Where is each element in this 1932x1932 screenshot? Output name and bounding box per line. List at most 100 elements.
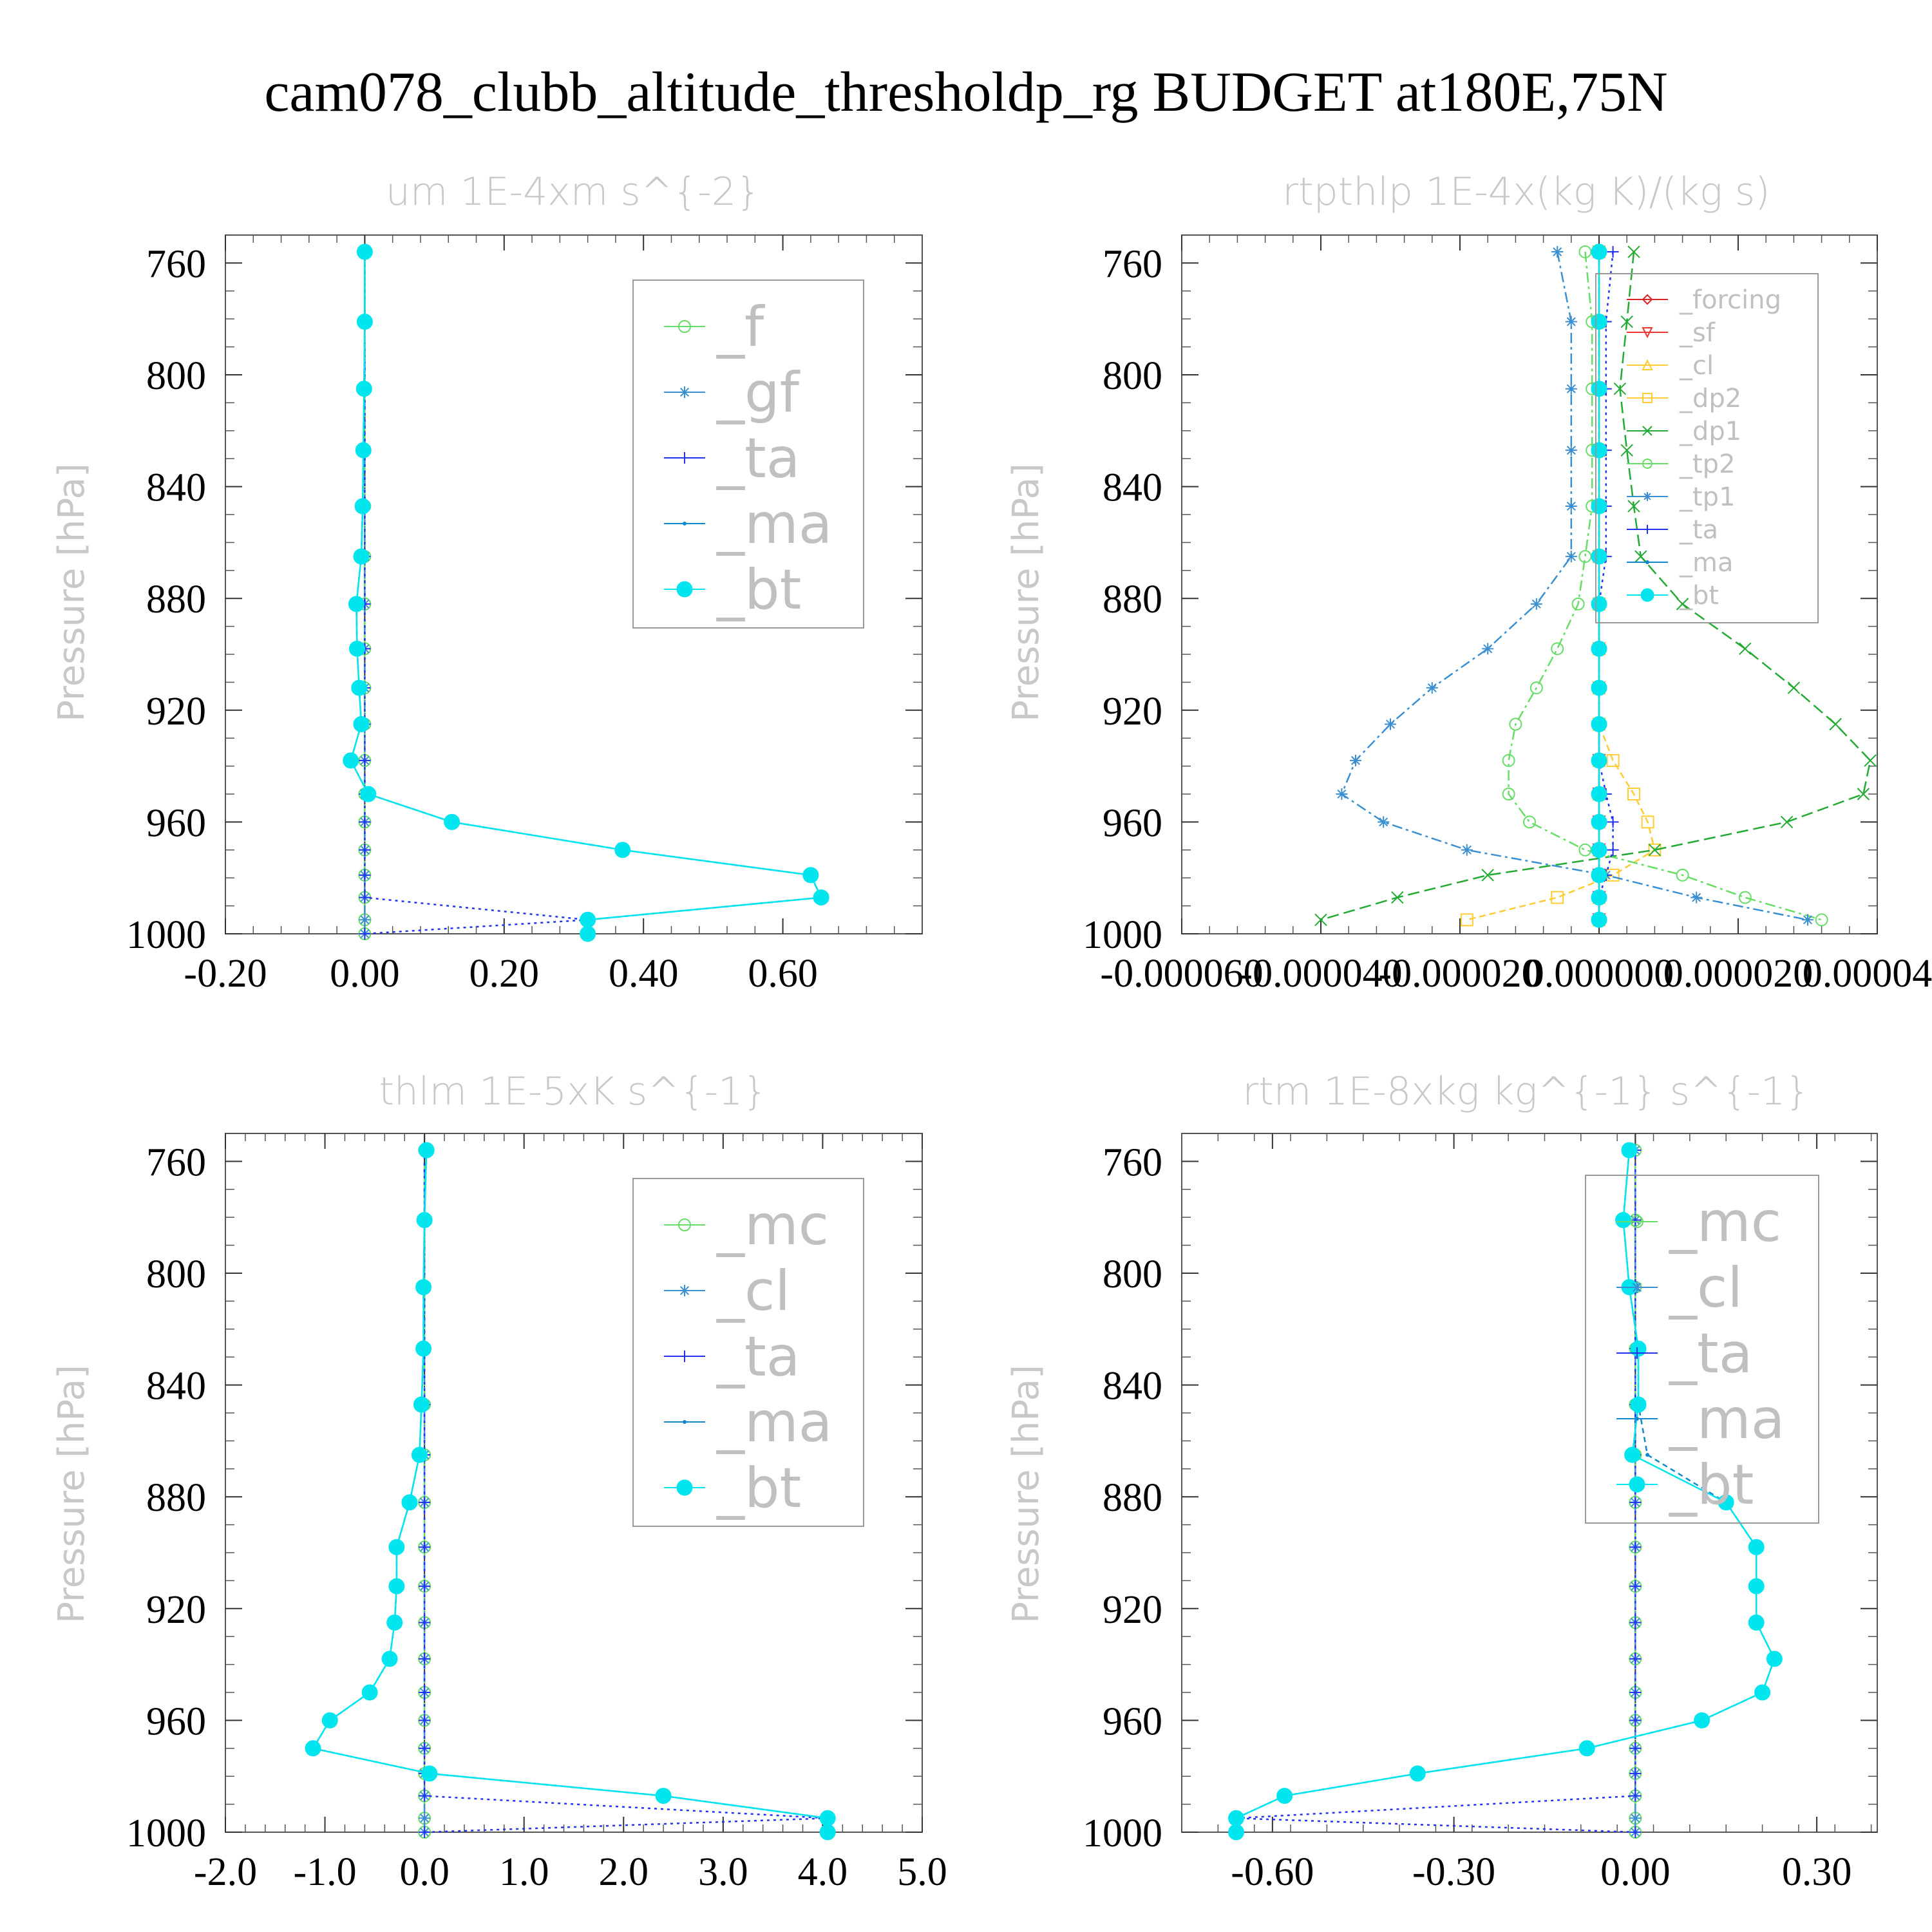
- data-point: [343, 752, 359, 769]
- y-tick-label: 760: [146, 242, 206, 286]
- legend-label: _cl: [1669, 1256, 1743, 1320]
- data-point: [419, 1687, 431, 1698]
- data-point: [1766, 1651, 1783, 1667]
- legend-marker: [1635, 1417, 1639, 1421]
- x-tick-label: 0.000000: [1524, 952, 1674, 996]
- y-tick-label: 960: [146, 801, 206, 845]
- data-point: [1676, 868, 1689, 882]
- data-point: [1551, 891, 1564, 904]
- data-point: [1629, 1714, 1642, 1727]
- data-point: [419, 1826, 431, 1838]
- data-point: [1648, 843, 1662, 857]
- data-point: [348, 640, 365, 657]
- legend-label: _ma: [716, 492, 832, 556]
- y-tick-label: 840: [1103, 466, 1162, 510]
- data-point: [1629, 1790, 1642, 1802]
- legend-marker: [1631, 1347, 1643, 1359]
- legend-marker: [1642, 327, 1653, 339]
- data-point: [1802, 914, 1814, 926]
- data-point: [1228, 1824, 1245, 1841]
- legend-marker: [1645, 560, 1649, 564]
- figure-title: cam078_clubb_altitude_thresholdp_rg BUDG…: [264, 61, 1667, 124]
- plot-frame: [225, 1133, 923, 1833]
- data-point: [1591, 842, 1607, 858]
- x-tick-label: 0.000040: [1803, 952, 1932, 996]
- x-tick-label: 1.0: [499, 1850, 549, 1894]
- series-tp2: [1502, 245, 1828, 927]
- data-point: [1613, 382, 1627, 395]
- series-bt: [343, 243, 829, 942]
- legend-label: _dp1: [1679, 417, 1741, 446]
- data-point: [1578, 245, 1592, 259]
- series-line: [1508, 251, 1822, 921]
- data-point: [1523, 815, 1536, 829]
- data-point: [419, 1714, 431, 1727]
- data-point: [388, 1578, 405, 1595]
- panel-um-ylabel: Pressure [hPa]: [51, 463, 93, 722]
- data-point: [580, 925, 596, 942]
- x-tick-label: 0.30: [1782, 1850, 1852, 1894]
- data-point: [1629, 1616, 1642, 1629]
- data-point: [819, 1810, 836, 1826]
- data-point: [1409, 1765, 1426, 1782]
- x-tick-label: -1.0: [293, 1850, 356, 1894]
- y-tick-label: 1000: [1083, 913, 1162, 957]
- panel-thlm-ylabel: Pressure [hPa]: [51, 1365, 93, 1624]
- legend-box: [1585, 1175, 1819, 1524]
- data-point: [359, 869, 371, 881]
- legend-label: _dp2: [1679, 384, 1741, 413]
- data-point: [1509, 717, 1522, 731]
- data-point: [1502, 753, 1515, 767]
- y-tick-label: 840: [146, 466, 206, 510]
- plot-frame: [225, 234, 923, 934]
- series-ta: [359, 246, 594, 940]
- data-point: [1591, 498, 1607, 515]
- y-tick-label: 880: [1103, 1476, 1162, 1520]
- y-tick-label: 960: [1103, 1700, 1162, 1743]
- data-point: [1591, 679, 1607, 696]
- panel-rtm: rtm 1E-8xkg kg^{-1} s^{-1} Pressure [hPa…: [1005, 1069, 1878, 1894]
- data-point: [381, 1651, 398, 1667]
- data-point: [386, 1615, 403, 1631]
- panel-um-plot: 760 800 840 880 920 960 1000-0.20 0.00 0.20 0.40 0…: [126, 234, 923, 996]
- data-point: [419, 1742, 431, 1754]
- data-point: [1591, 548, 1607, 565]
- legend-label: _f: [716, 295, 765, 359]
- data-point: [419, 1790, 431, 1802]
- data-point: [1591, 381, 1607, 397]
- data-point: [1676, 598, 1689, 611]
- legend-label: _ma: [1669, 1387, 1785, 1452]
- x-tick-label: 4.0: [798, 1850, 848, 1894]
- data-point: [1630, 1396, 1647, 1413]
- legend-label: _ta: [1679, 515, 1718, 545]
- data-point: [1620, 315, 1633, 328]
- data-point: [1591, 716, 1607, 732]
- x-tick-label: 0.00: [1600, 1850, 1671, 1894]
- x-tick-label: 0.00: [330, 952, 400, 996]
- legend-label: _bt: [1679, 581, 1719, 611]
- data-point: [351, 679, 368, 696]
- data-point: [359, 891, 371, 904]
- y-tick-label: 760: [1103, 242, 1162, 286]
- data-point: [1620, 444, 1633, 457]
- data-point: [1565, 551, 1577, 563]
- data-point: [1565, 500, 1577, 512]
- y-tick-label: 800: [146, 354, 206, 398]
- y-tick-label: 880: [1103, 578, 1162, 621]
- data-point: [354, 498, 371, 515]
- data-point: [1426, 682, 1438, 694]
- data-point: [419, 1580, 431, 1593]
- data-point: [1391, 891, 1404, 904]
- series-line: [364, 252, 588, 935]
- data-point: [356, 243, 373, 260]
- data-point: [1857, 788, 1870, 800]
- series-line: [312, 1150, 829, 1832]
- series-line: [1466, 252, 1656, 921]
- legend-label: _sf: [1679, 318, 1716, 348]
- data-point: [361, 1684, 378, 1701]
- legend-marker: [1643, 492, 1652, 501]
- legend-marker: [676, 581, 693, 598]
- data-point: [1591, 867, 1607, 884]
- y-tick-label: 920: [1103, 690, 1162, 734]
- data-point: [1624, 1446, 1641, 1463]
